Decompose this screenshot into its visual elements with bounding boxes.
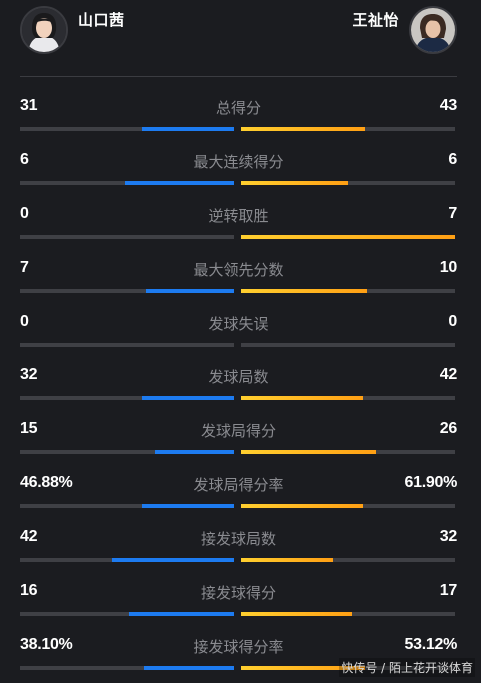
stat-right-value: 43	[439, 97, 458, 114]
stat-row: 32 发球局数 42	[20, 362, 457, 416]
stat-left-bar-track	[20, 612, 234, 617]
stat-left-bar-fill	[141, 504, 234, 509]
stat-left-value: 46.88%	[20, 474, 73, 492]
stat-label: 接发球局数	[200, 530, 276, 549]
stat-left-bar-track	[20, 288, 234, 293]
stat-left-value: 6	[20, 150, 29, 168]
stat-label: 逆转取胜	[208, 206, 269, 225]
stat-right-bar-track	[241, 127, 455, 131]
stat-left-bar-fill	[141, 127, 234, 131]
stat-left-bar-fill	[124, 180, 234, 185]
stat-right-value: 42	[439, 366, 458, 384]
stat-right-value: 26	[439, 420, 458, 438]
header-divider	[20, 76, 457, 77]
stat-right-value: 10	[439, 258, 458, 276]
stat-row: 15 发球局得分 26	[20, 416, 457, 470]
stat-row: 42 接发球局数 32	[20, 524, 457, 578]
stat-label: 发球失误	[208, 314, 269, 333]
stat-left-value: 7	[20, 258, 29, 276]
stat-left-bar-fill	[154, 450, 234, 455]
stat-right-value: 0	[448, 312, 457, 330]
stat-right-bar-fill	[241, 665, 366, 670]
stat-right-bar-fill	[241, 288, 368, 293]
stat-row: 6 最大连续得分 6	[20, 147, 457, 201]
stat-right-value: 53.12%	[404, 635, 458, 653]
stat-left-value: 32	[20, 366, 38, 384]
stat-left-value: 31	[20, 97, 38, 114]
stat-left-bar-track	[20, 127, 234, 131]
stat-right-bar-track	[241, 342, 455, 347]
stat-left-bar-fill	[141, 396, 234, 401]
stat-label: 最大领先分数	[193, 260, 284, 279]
stat-right-bar-track	[241, 450, 455, 455]
stat-left-bar-fill	[112, 558, 234, 563]
stat-left-bar-track	[20, 504, 234, 509]
stat-right-bar-fill	[241, 127, 366, 131]
stat-left-bar-track	[20, 396, 234, 401]
stat-left-value: 38.10%	[20, 635, 73, 653]
player-right-avatar[interactable]	[409, 6, 457, 54]
stat-left-bar-track	[20, 234, 234, 239]
stat-label: 总得分	[215, 99, 261, 117]
watermark-text: 快传号 / 陌上花开谈体育	[339, 658, 475, 677]
stat-row: 46.88% 发球局得分率 61.90%	[20, 470, 457, 524]
stat-row: 38.10% 接发球得分率 53.12%	[20, 632, 457, 683]
player-left-avatar[interactable]	[20, 6, 68, 54]
player-left[interactable]: 山口茜	[20, 6, 125, 54]
stat-right-bar-fill	[241, 234, 455, 239]
stat-right-bar-fill	[241, 558, 334, 563]
stat-label: 最大连续得分	[193, 152, 284, 171]
stat-right-bar-track	[241, 558, 455, 563]
stat-right-bar-track	[241, 665, 455, 670]
stat-right-bar-track	[241, 396, 455, 401]
player-right-name: 王祉怡	[352, 11, 399, 29]
stat-label: 发球局得分率	[193, 476, 284, 495]
stat-left-value: 0	[20, 312, 29, 330]
stat-left-bar-fill	[129, 612, 234, 617]
stat-right-value: 32	[439, 528, 458, 546]
stat-right-value: 61.90%	[404, 474, 458, 492]
stat-right-value: 6	[448, 150, 457, 168]
stat-right-bar-fill	[241, 450, 376, 455]
stat-left-bar-fill	[144, 665, 234, 670]
player-left-name: 山口茜	[78, 11, 125, 29]
stat-row: 0 发球失误 0	[20, 309, 457, 363]
stat-right-bar-track	[241, 288, 455, 293]
stat-right-bar-track	[241, 612, 455, 617]
stat-left-bar-track	[20, 342, 234, 347]
stat-right-bar-track	[241, 234, 455, 239]
stat-left-value: 42	[20, 528, 38, 546]
stat-right-bar-track	[241, 504, 455, 509]
stat-left-value: 15	[20, 420, 38, 438]
stat-left-value: 0	[20, 204, 29, 222]
player-photo-icon	[411, 8, 455, 52]
player-photo-icon	[22, 8, 66, 52]
stat-left-value: 16	[20, 582, 38, 600]
stat-left-bar-track	[20, 450, 234, 455]
stat-row: 16 接发球得分 17	[20, 578, 457, 632]
stat-right-bar-fill	[241, 504, 363, 509]
stat-right-bar-fill	[241, 180, 348, 185]
stat-label: 发球局得分	[200, 422, 276, 441]
stat-left-bar-track	[20, 665, 234, 670]
stats-list: 31 总得分 43 6 最大连续得分 6 0 逆转取胜 7 7 最大领先分数 10 0 发球失误 0 32 发球…	[20, 93, 457, 683]
stat-label: 接发球得分	[200, 584, 276, 603]
stat-left-bar-track	[20, 558, 234, 563]
stat-row: 7 最大领先分数 10	[20, 255, 457, 309]
stat-right-bar-fill	[241, 396, 363, 401]
stat-row: 0 逆转取胜 7	[20, 201, 457, 255]
stat-right-bar-fill	[241, 612, 353, 617]
stat-label: 发球局数	[208, 368, 269, 387]
stat-left-bar-track	[20, 180, 234, 185]
stat-row: 31 总得分 43	[20, 93, 457, 147]
stat-left-bar-fill	[146, 288, 234, 293]
player-right[interactable]: 王祉怡	[352, 6, 457, 54]
stat-right-value: 7	[448, 204, 457, 222]
stat-right-bar-track	[241, 180, 455, 185]
stat-right-value: 17	[439, 582, 458, 600]
stat-label: 接发球得分率	[193, 637, 284, 656]
